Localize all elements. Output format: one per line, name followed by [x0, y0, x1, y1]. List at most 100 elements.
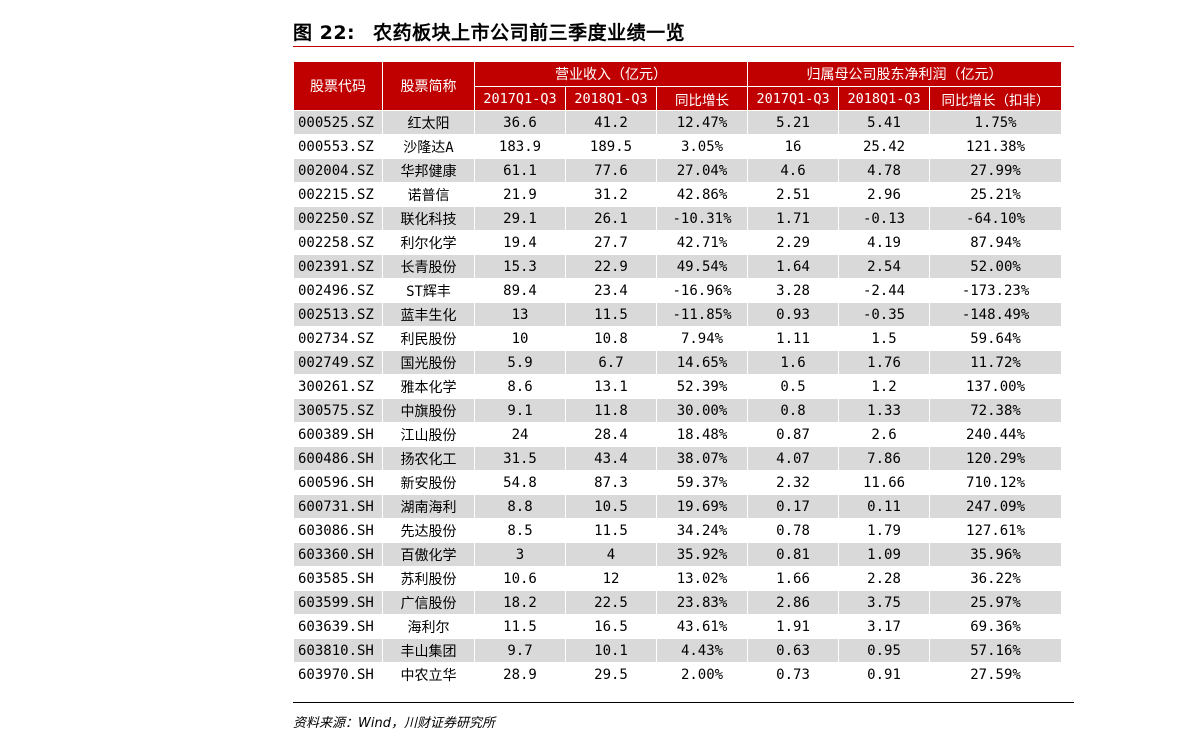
cell-revenue-2017: 61.1	[474, 158, 566, 183]
cell-profit-2018: 0.95	[838, 638, 931, 663]
cell-revenue-2017: 28.9	[474, 662, 566, 686]
cell-profit-2017: 0.87	[747, 422, 840, 447]
cell-stock-code: 603810.SH	[293, 638, 383, 663]
table-row: 600731.SH 湖南海利 8.8 10.5 19.69% 0.17 0.11 247.09…	[293, 494, 1063, 519]
cell-profit-2017: 2.86	[747, 590, 840, 615]
header-profit-2017: 2017Q1-Q3	[747, 86, 840, 111]
table-row: 603585.SH 苏利股份 10.6 12 13.02% 1.66 2.28 36.22%	[293, 566, 1063, 591]
cell-revenue-yoy: 13.02%	[655, 566, 749, 591]
cell-stock-code: 002391.SZ	[293, 254, 383, 279]
cell-stock-code: 002734.SZ	[293, 326, 383, 351]
cell-profit-2017: 3.28	[747, 278, 840, 303]
cell-stock-code: 603360.SH	[293, 542, 383, 567]
cell-revenue-2018: 87.3	[565, 470, 657, 495]
cell-profit-2017: 1.71	[747, 206, 840, 231]
cell-stock-name: 雅本化学	[382, 374, 475, 399]
cell-profit-yoy: 36.22%	[929, 566, 1063, 591]
cell-stock-code: 600486.SH	[293, 446, 383, 471]
cell-stock-name: 江山股份	[382, 422, 475, 447]
table-row: 002215.SZ 诺普信 21.9 31.2 42.86% 2.51 2.96 25.21%	[293, 182, 1063, 207]
cell-stock-name: 利尔化学	[382, 230, 475, 255]
cell-revenue-2017: 13	[474, 302, 566, 327]
cell-profit-2018: 3.17	[838, 614, 931, 639]
cell-stock-name: ST辉丰	[382, 278, 475, 303]
cell-profit-2018: 4.19	[838, 230, 931, 255]
cell-revenue-yoy: 59.37%	[655, 470, 749, 495]
cell-profit-yoy: 11.72%	[929, 350, 1063, 375]
cell-profit-yoy: 247.09%	[929, 494, 1063, 519]
table-row: 600389.SH 江山股份 24 28.4 18.48% 0.87 2.6 240.44%	[293, 422, 1063, 447]
cell-revenue-2017: 8.8	[474, 494, 566, 519]
table-row: 002004.SZ 华邦健康 61.1 77.6 27.04% 4.6 4.78 27.99%	[293, 158, 1063, 183]
cell-revenue-yoy: 52.39%	[655, 374, 749, 399]
table-row: 603639.SH 海利尔 11.5 16.5 43.61% 1.91 3.17 69.36%	[293, 614, 1063, 639]
performance-table: 股票代码 股票简称 营业收入（亿元） 归属母公司股东净利润（亿元） 2017Q1…	[293, 61, 1063, 686]
cell-revenue-2018: 43.4	[565, 446, 657, 471]
cell-revenue-2018: 41.2	[565, 110, 657, 135]
cell-stock-code: 002513.SZ	[293, 302, 383, 327]
cell-stock-name: 海利尔	[382, 614, 475, 639]
table-row: 300261.SZ 雅本化学 8.6 13.1 52.39% 0.5 1.2 137.00%	[293, 374, 1063, 399]
table-row: 603970.SH 中农立华 28.9 29.5 2.00% 0.73 0.91 27.59%	[293, 662, 1063, 686]
cell-stock-name: 利民股份	[382, 326, 475, 351]
cell-stock-name: 长青股份	[382, 254, 475, 279]
figure-title: 图 22: 农药板块上市公司前三季度业绩一览	[293, 18, 685, 45]
table-row: 002496.SZ ST辉丰 89.4 23.4 -16.96% 3.28 -2.44 -17…	[293, 278, 1063, 303]
cell-stock-name: 国光股份	[382, 350, 475, 375]
cell-profit-2017: 0.78	[747, 518, 840, 543]
cell-profit-yoy: -173.23%	[929, 278, 1063, 303]
cell-revenue-yoy: 49.54%	[655, 254, 749, 279]
cell-revenue-yoy: -16.96%	[655, 278, 749, 303]
cell-profit-yoy: 35.96%	[929, 542, 1063, 567]
cell-revenue-2017: 10.6	[474, 566, 566, 591]
table-row: 000553.SZ 沙隆达A 183.9 189.5 3.05% 16 25.42 121.3…	[293, 134, 1063, 159]
cell-revenue-2018: 10.8	[565, 326, 657, 351]
cell-profit-2018: -0.13	[838, 206, 931, 231]
cell-profit-2017: 2.29	[747, 230, 840, 255]
cell-revenue-2017: 183.9	[474, 134, 566, 159]
cell-profit-2018: -2.44	[838, 278, 931, 303]
cell-profit-yoy: 25.21%	[929, 182, 1063, 207]
header-revenue-2017: 2017Q1-Q3	[474, 86, 566, 111]
cell-revenue-yoy: 12.47%	[655, 110, 749, 135]
cell-revenue-2018: 10.5	[565, 494, 657, 519]
cell-stock-name: 联化科技	[382, 206, 475, 231]
cell-profit-2018: 2.54	[838, 254, 931, 279]
cell-stock-name: 中旗股份	[382, 398, 475, 423]
cell-revenue-yoy: 19.69%	[655, 494, 749, 519]
cell-profit-2018: 0.11	[838, 494, 931, 519]
footer-rule	[293, 702, 1074, 703]
cell-stock-name: 百傲化学	[382, 542, 475, 567]
cell-stock-code: 600731.SH	[293, 494, 383, 519]
table-row: 002258.SZ 利尔化学 19.4 27.7 42.71% 2.29 4.19 87.94…	[293, 230, 1063, 255]
cell-stock-code: 002496.SZ	[293, 278, 383, 303]
cell-profit-2018: 1.09	[838, 542, 931, 567]
cell-revenue-2018: 11.5	[565, 302, 657, 327]
cell-profit-2017: 4.6	[747, 158, 840, 183]
cell-profit-2017: 0.93	[747, 302, 840, 327]
cell-revenue-2017: 9.7	[474, 638, 566, 663]
header-profit-2018: 2018Q1-Q3	[838, 86, 931, 111]
header-stock-code: 股票代码	[293, 61, 383, 111]
cell-stock-name: 广信股份	[382, 590, 475, 615]
table-row: 002749.SZ 国光股份 5.9 6.7 14.65% 1.6 1.76 11.72%	[293, 350, 1063, 375]
cell-profit-yoy: 710.12%	[929, 470, 1063, 495]
cell-revenue-2017: 21.9	[474, 182, 566, 207]
cell-revenue-yoy: 3.05%	[655, 134, 749, 159]
source-note: 资料来源：Wind，川财证券研究所	[293, 716, 495, 731]
cell-stock-name: 沙隆达A	[382, 134, 475, 159]
cell-profit-2017: 0.73	[747, 662, 840, 686]
cell-revenue-2018: 28.4	[565, 422, 657, 447]
cell-profit-yoy: 69.36%	[929, 614, 1063, 639]
table-row: 000525.SZ 红太阳 36.6 41.2 12.47% 5.21 5.41 1.75%	[293, 110, 1063, 135]
cell-profit-2017: 4.07	[747, 446, 840, 471]
cell-profit-yoy: 27.59%	[929, 662, 1063, 686]
table-body: 000525.SZ 红太阳 36.6 41.2 12.47% 5.21 5.41 1.75% 0…	[293, 110, 1063, 686]
cell-revenue-yoy: 35.92%	[655, 542, 749, 567]
cell-profit-yoy: -64.10%	[929, 206, 1063, 231]
cell-revenue-2017: 8.6	[474, 374, 566, 399]
cell-stock-code: 002215.SZ	[293, 182, 383, 207]
table-row: 002513.SZ 蓝丰生化 13 11.5 -11.85% 0.93 -0.35 -148.…	[293, 302, 1063, 327]
cell-revenue-2018: 11.8	[565, 398, 657, 423]
header-row-sub: 2017Q1-Q3 2018Q1-Q3 同比增长 2017Q1-Q3 2018Q…	[294, 86, 1063, 111]
